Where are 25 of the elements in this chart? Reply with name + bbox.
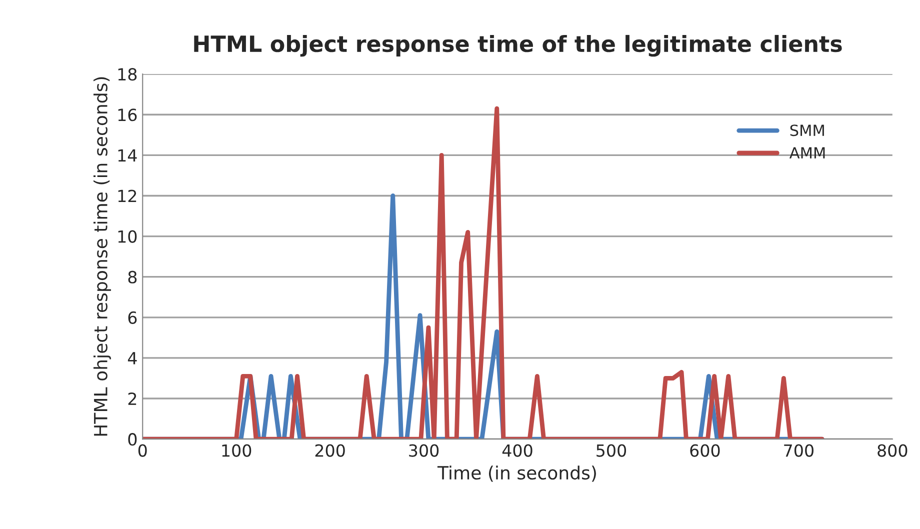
x-tick-label: 200 <box>315 444 345 457</box>
y-tick-label: 0 <box>128 433 137 446</box>
x-tick-label: 600 <box>690 444 720 457</box>
chart-title: HTML object response time of the legitimate clients <box>194 34 842 57</box>
x-tick-label: 400 <box>502 444 532 457</box>
x-tick-label: 0 <box>138 444 147 457</box>
x-tick-label: 300 <box>409 444 439 457</box>
legend-label: AMM <box>789 147 825 158</box>
y-tick-label: 14 <box>118 149 137 162</box>
y-tick-label: 12 <box>118 190 136 202</box>
y-tick-label: 18 <box>118 68 137 81</box>
x-tick-label: 800 <box>878 444 908 457</box>
legend-label: SMM <box>790 124 824 136</box>
line-series <box>142 106 824 440</box>
x-tick-label: 500 <box>596 444 626 457</box>
x-tick-label: 700 <box>784 444 814 457</box>
y-tick-label: 16 <box>118 108 137 122</box>
y-tick-label: 8 <box>128 270 137 284</box>
x-axis-title: Time (in seconds) <box>437 466 596 482</box>
y-tick-label: 10 <box>118 230 137 243</box>
y-tick-label: 2 <box>128 392 136 405</box>
y-tick-label: 6 <box>128 311 137 324</box>
x-tick-label: 100 <box>222 444 252 457</box>
y-axis-title: HTML ohject response time (in seconds) <box>94 77 111 436</box>
y-tick-label: 4 <box>128 352 137 364</box>
